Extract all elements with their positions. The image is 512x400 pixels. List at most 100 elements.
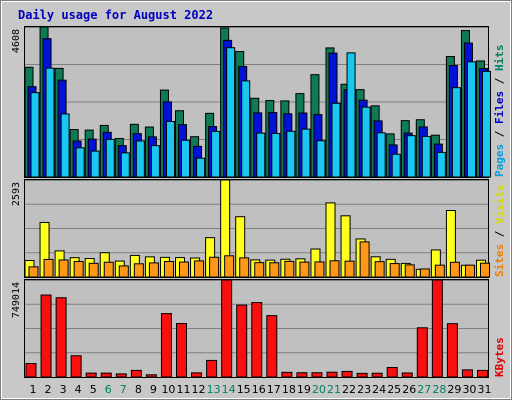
x-tick-day-2: 2 [45, 383, 52, 396]
x-tick-day-25: 25 [387, 383, 401, 396]
bar-sites-day-7 [118, 265, 129, 278]
bar-pages-day-10 [165, 120, 175, 178]
bar-kbytes-day-8 [130, 369, 142, 378]
bar-kbytes-day-27 [416, 327, 428, 378]
bar-sites-day-22 [344, 260, 355, 278]
bar-sites-day-24 [374, 261, 385, 278]
x-tick-day-26: 26 [402, 383, 416, 396]
series-kbytes [25, 279, 488, 378]
bar-pages-day-7 [120, 152, 130, 178]
x-tick-day-20: 20 [312, 383, 326, 396]
bar-pages-day-28 [436, 151, 446, 178]
legend-part: / [493, 71, 506, 91]
bar-kbytes-day-4 [70, 355, 82, 378]
legend-part: Pages [493, 144, 506, 177]
legend-part: KBytes [493, 337, 506, 377]
bar-sites-day-31 [480, 262, 490, 278]
x-tick-day-21: 21 [327, 383, 341, 396]
bar-pages-day-9 [150, 145, 160, 178]
bar-kbytes-day-31 [477, 369, 488, 378]
bar-kbytes-day-6 [100, 372, 112, 378]
legend-part: Files [493, 91, 506, 124]
bar-pages-day-11 [181, 139, 190, 178]
bar-pages-day-5 [90, 150, 100, 178]
bar-kbytes-day-10 [160, 313, 172, 378]
x-tick-day-29: 29 [447, 383, 461, 396]
bar-pages-day-31 [482, 70, 491, 178]
bar-sites-day-9 [148, 262, 159, 278]
bar-sites-day-20 [314, 261, 325, 278]
bar-kbytes-day-5 [85, 372, 97, 378]
legend-label-kbytes: KBytes [493, 337, 506, 377]
bar-pages-day-29 [451, 87, 461, 178]
bar-sites-day-11 [179, 261, 189, 278]
bar-sites-day-17 [269, 262, 280, 278]
x-tick-day-5: 5 [90, 383, 97, 396]
bar-pages-day-6 [105, 138, 115, 178]
bar-pages-day-13 [211, 130, 221, 178]
bar-kbytes-day-30 [461, 369, 473, 378]
x-tick-day-1: 1 [30, 383, 37, 396]
bar-kbytes-day-15 [236, 304, 248, 378]
x-tick-day-17: 17 [267, 383, 281, 396]
x-tick-day-11: 11 [177, 383, 191, 396]
bar-kbytes-day-21 [326, 371, 338, 378]
bar-pages-day-25 [391, 153, 401, 178]
panel-kbytes: 749014 KBytes [11, 279, 506, 378]
bar-sites-day-13 [209, 256, 220, 278]
panel-visits: 2593 Sites / Visits [11, 179, 506, 278]
series-pages [30, 47, 491, 178]
bar-sites-day-25 [389, 263, 400, 278]
bar-kbytes-day-3 [55, 297, 67, 378]
bar-pages-day-2 [45, 67, 55, 178]
legend-part: Hits [493, 45, 506, 72]
x-axis-day-labels: 1 2 3 4 5 6 7 8 9 10 11 12 13 14 15 16 17 18 19 20 21 22 23 24 2… [30, 383, 492, 396]
bar-kbytes-day-16 [251, 302, 263, 378]
bar-sites-day-14 [224, 255, 235, 278]
bar-pages-day-27 [421, 135, 431, 178]
bar-sites-day-10 [163, 261, 174, 278]
bar-pages-day-14 [226, 47, 236, 178]
bar-pages-day-21 [331, 102, 341, 178]
bar-kbytes-day-29 [446, 323, 458, 378]
bar-sites-day-4 [73, 260, 84, 278]
bar-kbytes-day-12 [191, 372, 203, 378]
x-tick-day-22: 22 [342, 383, 356, 396]
x-tick-day-8: 8 [135, 383, 142, 396]
bar-pages-day-15 [241, 80, 251, 178]
x-tick-day-28: 28 [432, 383, 446, 396]
bar-kbytes-day-7 [115, 373, 127, 378]
legend-label-visits: Sites / Visits [493, 184, 506, 277]
bar-kbytes-day-18 [281, 371, 293, 378]
bar-kbytes-day-9 [145, 374, 157, 378]
y-max-label-kbytes: 749014 [11, 282, 22, 318]
bar-sites-day-28 [434, 264, 445, 278]
bar-kbytes-day-17 [266, 315, 278, 378]
bar-kbytes-day-14 [221, 279, 233, 378]
bar-kbytes-day-19 [296, 372, 308, 378]
bar-sites-day-26 [404, 264, 415, 278]
x-tick-day-18: 18 [282, 383, 296, 396]
bar-sites-day-6 [103, 261, 114, 278]
bar-pages-day-18 [286, 130, 296, 178]
panel-hits: 4608 Pages / Files / Hits [11, 26, 506, 178]
chart-panels: 4608 Pages / Files / Hits 2593 Sites / Visi… [11, 26, 506, 378]
legend-part: / [493, 224, 506, 244]
bar-pages-day-23 [361, 106, 371, 178]
bar-pages-day-20 [316, 140, 326, 178]
x-tick-day-27: 27 [417, 383, 431, 396]
x-tick-day-4: 4 [75, 383, 82, 396]
bar-kbytes-day-2 [40, 294, 52, 378]
bar-pages-day-1 [30, 92, 40, 178]
bar-sites-day-12 [194, 260, 205, 278]
bar-kbytes-day-22 [341, 370, 353, 378]
x-tick-day-15: 15 [237, 383, 251, 396]
x-tick-day-30: 30 [462, 383, 476, 396]
bar-pages-day-24 [376, 132, 386, 178]
x-tick-day-10: 10 [161, 383, 175, 396]
bar-sites-day-21 [329, 260, 340, 278]
series-sites [28, 241, 490, 278]
bar-kbytes-day-28 [431, 279, 443, 378]
bar-kbytes-day-24 [371, 372, 383, 378]
